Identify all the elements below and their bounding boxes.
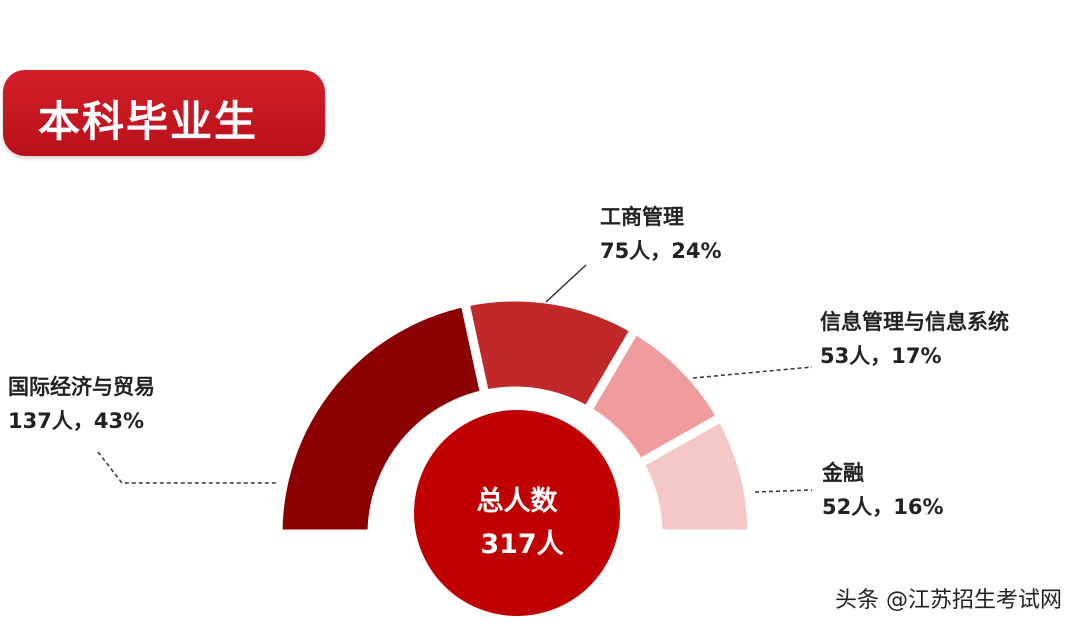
- label-0: 国际经济与贸易 137人，43%: [8, 370, 155, 438]
- label-1-name: 工商管理: [600, 205, 684, 229]
- label-3-value: 52人，16%: [822, 495, 944, 519]
- label-0-name: 国际经济与贸易: [8, 375, 155, 399]
- label-3: 金融 52人，16%: [822, 456, 944, 524]
- label-3-name: 金融: [822, 461, 864, 485]
- segment-0: [273, 297, 491, 539]
- center-value: 317人: [480, 529, 563, 560]
- title-box: [3, 70, 325, 156]
- label-0-value: 137人，43%: [8, 409, 145, 433]
- label-2-name: 信息管理与信息系统: [820, 310, 1009, 334]
- center-label: 总人数: [477, 486, 559, 517]
- center-circle: [414, 410, 620, 616]
- leader-line-3: [754, 489, 813, 493]
- segment-3: [633, 411, 757, 539]
- chart-title: 本科毕业生: [38, 97, 259, 146]
- leader-line-1: [545, 264, 587, 303]
- label-1: 工商管理 75人，24%: [600, 200, 722, 268]
- label-2: 信息管理与信息系统 53人，17%: [820, 305, 1009, 373]
- leader-line-2: [692, 366, 813, 379]
- watermark: 头条 @江苏招生考试网: [835, 588, 1062, 613]
- label-1-value: 75人，24%: [600, 239, 722, 263]
- leader-line-0: [97, 451, 278, 484]
- label-2-value: 53人，17%: [820, 344, 942, 368]
